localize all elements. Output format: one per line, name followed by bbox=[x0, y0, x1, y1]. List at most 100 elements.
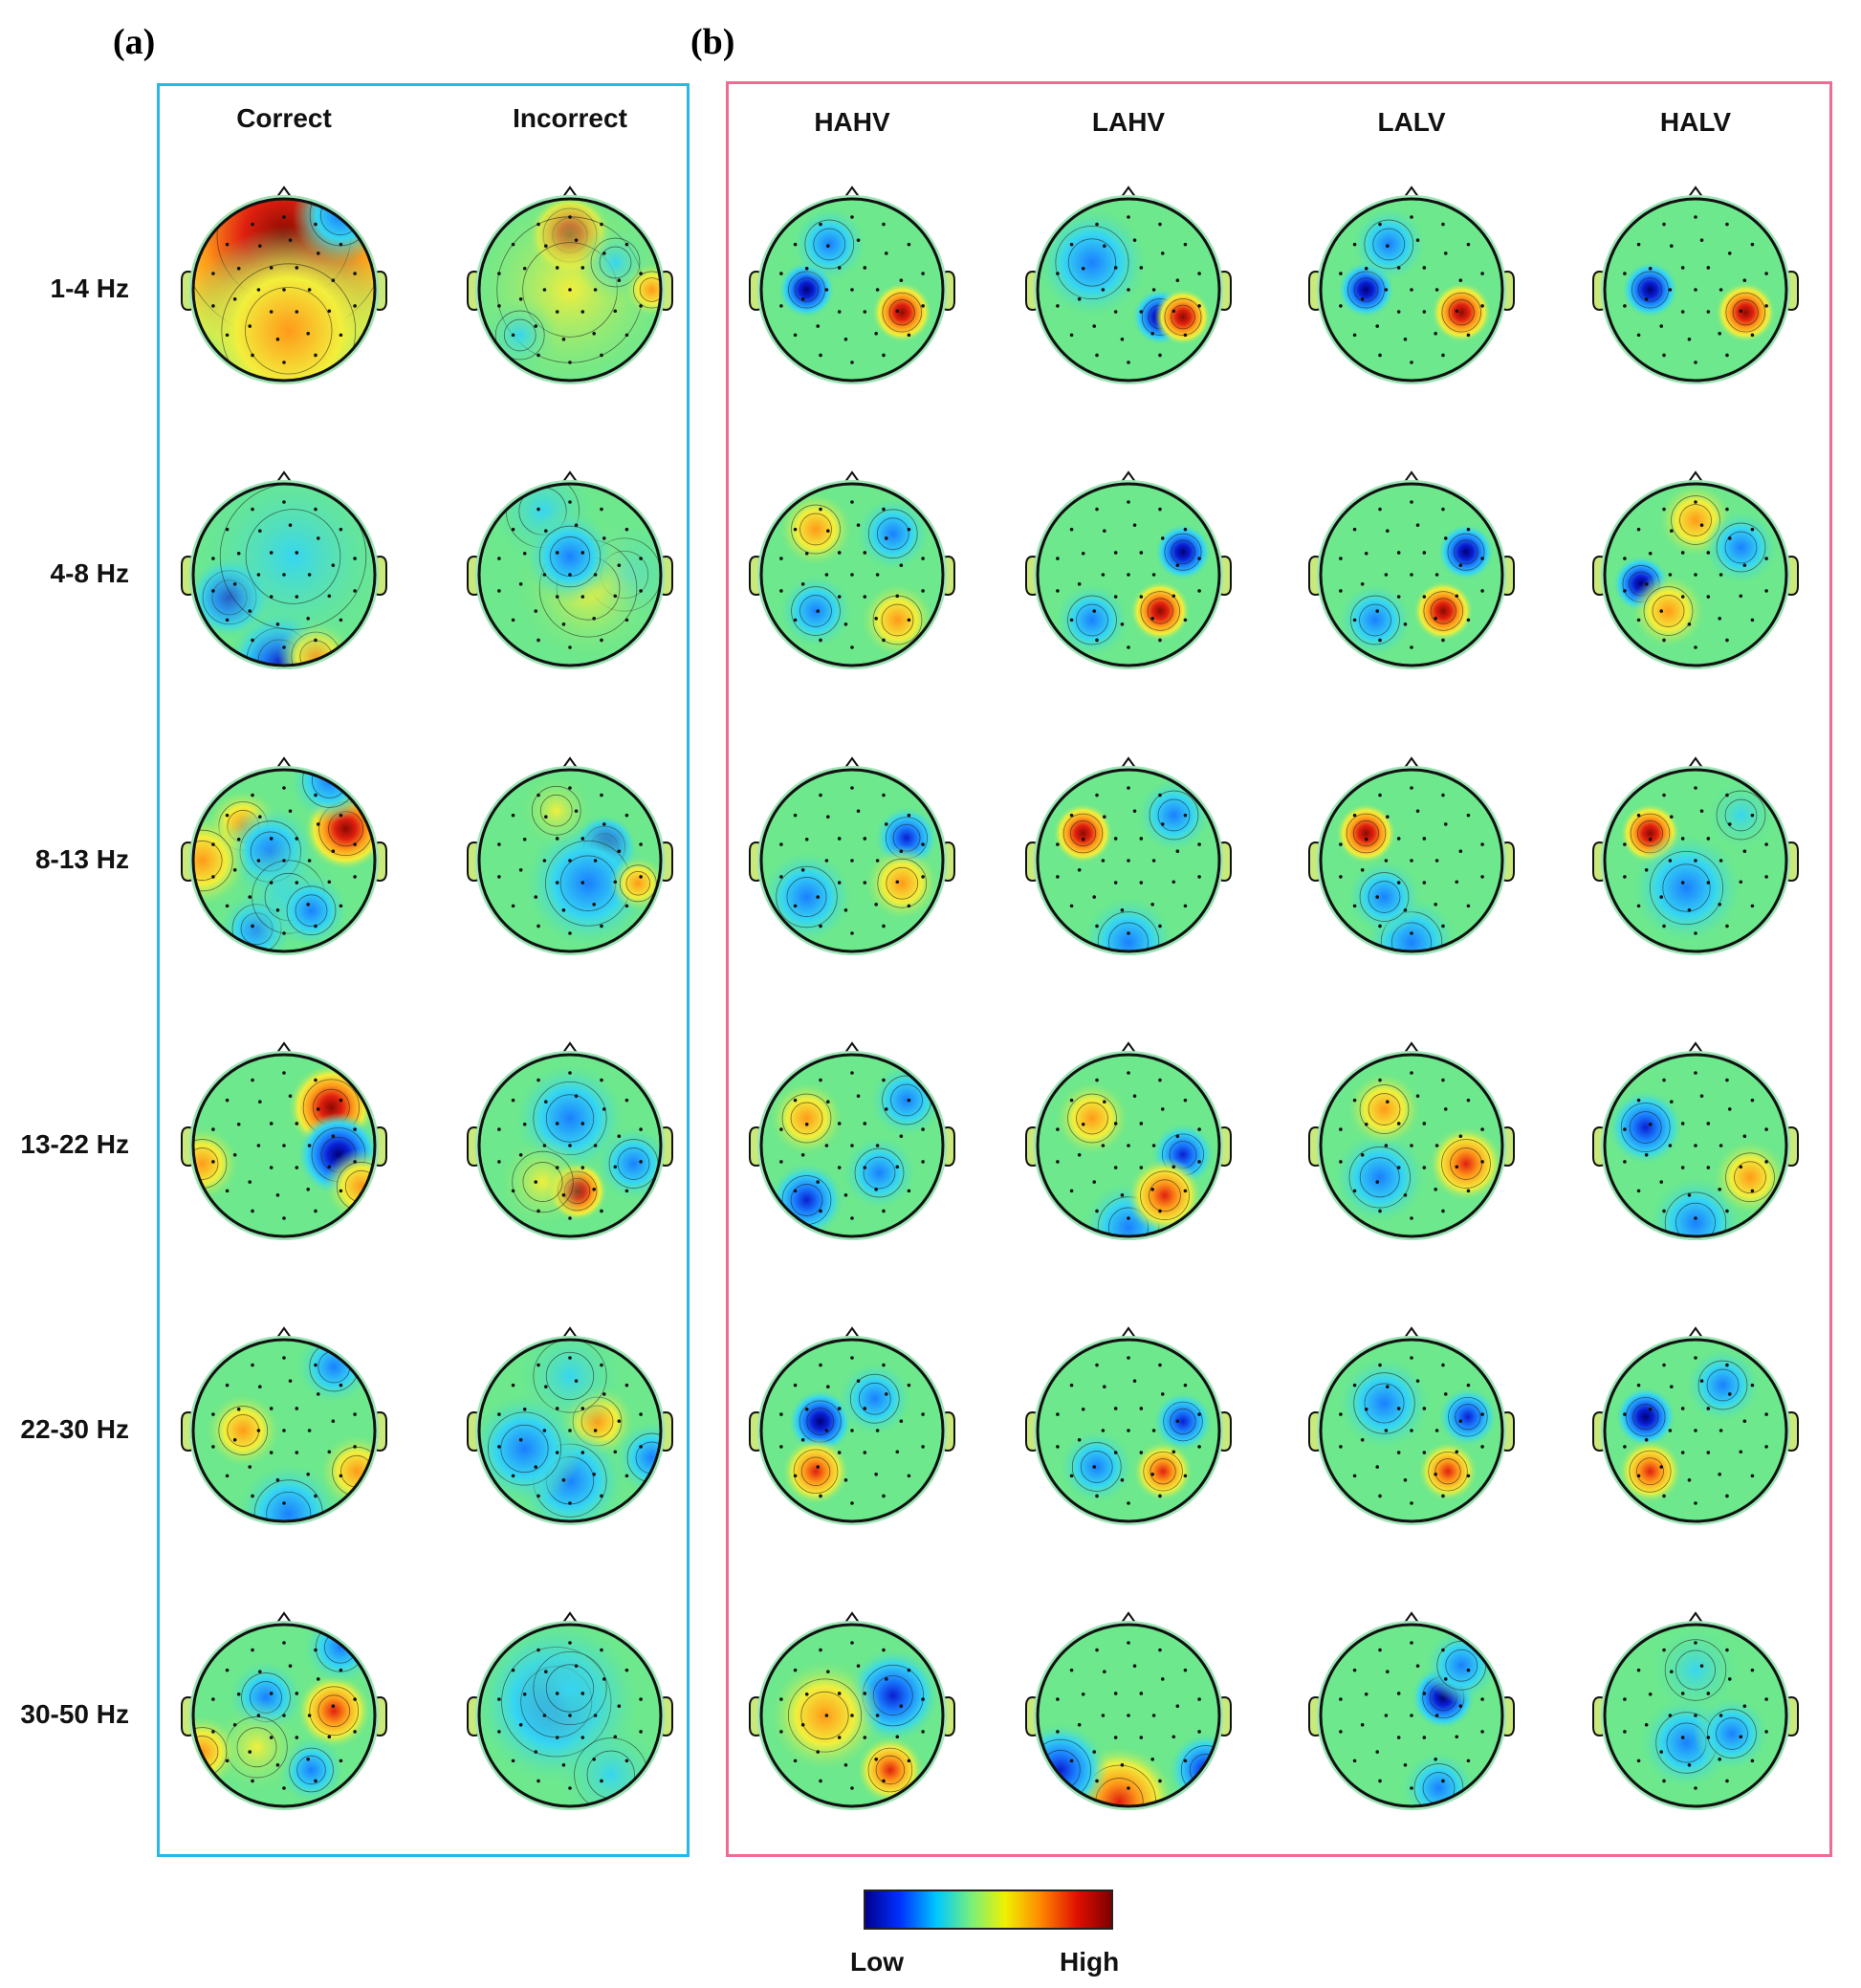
electrode-dot bbox=[1443, 1392, 1448, 1396]
electrode-dot bbox=[1443, 822, 1448, 826]
electrode-dot bbox=[874, 1187, 878, 1191]
electrode-dot bbox=[1151, 1714, 1156, 1717]
electrode-dot bbox=[306, 1757, 310, 1761]
electrode-dot bbox=[1636, 904, 1641, 908]
electrode-dot bbox=[1396, 1122, 1401, 1125]
contour-line bbox=[522, 1162, 563, 1202]
colorbar bbox=[864, 1890, 1113, 1930]
electrode-dot bbox=[874, 331, 878, 336]
electrode-dot bbox=[269, 881, 274, 885]
electrode-dot bbox=[617, 849, 622, 854]
electrode-dot bbox=[511, 527, 515, 532]
electrode-dot bbox=[1396, 551, 1401, 555]
electrode-dot bbox=[316, 536, 320, 540]
electrode-dot bbox=[921, 1127, 925, 1131]
electrode-dot bbox=[236, 1407, 241, 1411]
topomap-incorrect-13-22hz bbox=[467, 1041, 673, 1240]
electrode-dot bbox=[1158, 222, 1162, 227]
electrode-dot bbox=[211, 1127, 215, 1131]
electrode-dot bbox=[1694, 931, 1697, 935]
electrode-dot bbox=[921, 875, 925, 879]
contour-line bbox=[804, 219, 855, 270]
electrode-dot bbox=[568, 288, 572, 292]
electrode-dot bbox=[850, 1144, 854, 1147]
electrode-dot bbox=[1120, 623, 1125, 626]
electrode-dot bbox=[1466, 1189, 1471, 1193]
electrode-dot bbox=[779, 1160, 783, 1164]
electrode-dot bbox=[534, 1180, 538, 1184]
electrode-dot bbox=[225, 813, 230, 818]
electrode-dot bbox=[1375, 1465, 1380, 1469]
electrode-dot bbox=[1378, 638, 1382, 643]
electrode-dot bbox=[542, 573, 547, 577]
electrode-dot bbox=[1396, 1407, 1401, 1410]
electrode-dot bbox=[1069, 618, 1074, 623]
electrode-dot bbox=[275, 1478, 280, 1482]
electrode-dot bbox=[1623, 557, 1627, 560]
electrode-dot bbox=[269, 1122, 274, 1125]
electrode-dot bbox=[1095, 353, 1099, 358]
electrode-dot bbox=[1378, 793, 1382, 797]
electrode-dot bbox=[1764, 1730, 1768, 1734]
electrode-dot bbox=[353, 875, 357, 879]
activation-high-blob bbox=[781, 1436, 850, 1506]
electrode-dot bbox=[251, 924, 254, 928]
electrode-dot bbox=[1636, 1759, 1641, 1763]
electrode-dot bbox=[1422, 1407, 1427, 1410]
contour-line bbox=[1076, 1102, 1108, 1135]
topomap-hahv-22-30hz bbox=[749, 1326, 955, 1525]
electrode-dot bbox=[602, 251, 606, 255]
electrode-dot bbox=[824, 859, 829, 863]
electrode-dot bbox=[1160, 1392, 1165, 1396]
electrode-dot bbox=[1706, 595, 1711, 599]
electrode-dot bbox=[555, 595, 559, 599]
electrode-dot bbox=[639, 557, 643, 560]
electrode-dot bbox=[1742, 563, 1747, 568]
activation-low-blob bbox=[1035, 205, 1149, 320]
electrode-dot bbox=[613, 1165, 618, 1169]
electrode-dot bbox=[793, 242, 798, 247]
electrode-dot bbox=[826, 1670, 830, 1674]
electrode-dot bbox=[837, 1451, 842, 1454]
electrode-dot bbox=[1434, 616, 1437, 621]
electrode-dot bbox=[1466, 904, 1471, 908]
electrode-dot bbox=[580, 837, 585, 841]
electrode-dot bbox=[1197, 1730, 1201, 1734]
electrode-dot bbox=[1455, 594, 1459, 599]
electrode-dot bbox=[522, 266, 527, 271]
electrode-dot bbox=[856, 523, 861, 527]
electrode-dot bbox=[793, 1189, 798, 1193]
electrode-dot bbox=[353, 272, 357, 275]
topomap-incorrect-1-4hz bbox=[467, 186, 673, 384]
electrode-dot bbox=[1662, 1494, 1666, 1498]
electrode-dot bbox=[824, 573, 829, 577]
electrode-dot bbox=[850, 859, 854, 863]
electrode-dot bbox=[1410, 645, 1413, 649]
electrode-dot bbox=[592, 1757, 596, 1761]
topomap-correct-22-30hz bbox=[181, 1326, 387, 1525]
electrode-dot bbox=[225, 527, 230, 532]
contour-line bbox=[494, 310, 545, 360]
electrode-dot bbox=[1623, 842, 1627, 846]
electrode-dot bbox=[542, 288, 547, 292]
electrode-dot bbox=[1415, 809, 1420, 813]
electrode-dot bbox=[339, 242, 343, 247]
electrode-dot bbox=[555, 551, 559, 555]
electrode-dot bbox=[1742, 849, 1747, 854]
electrode-dot bbox=[353, 842, 357, 846]
electrode-dot bbox=[600, 793, 603, 797]
electrode-dot bbox=[1659, 1750, 1664, 1754]
electrode-dot bbox=[1127, 859, 1130, 863]
contour-line bbox=[1171, 304, 1195, 330]
electrode-dot bbox=[884, 251, 888, 255]
electrode-dot bbox=[544, 1385, 548, 1389]
electrode-dot bbox=[1158, 924, 1162, 928]
electrode-dot bbox=[353, 304, 357, 308]
electrode-dot bbox=[1360, 581, 1365, 586]
electrode-dot bbox=[295, 551, 299, 555]
electrode-dot bbox=[837, 1692, 842, 1695]
electrode-dot bbox=[288, 1664, 293, 1668]
electrode-dot bbox=[1056, 1730, 1060, 1734]
electrode-dot bbox=[1120, 338, 1125, 341]
electrode-dot bbox=[816, 1750, 821, 1754]
